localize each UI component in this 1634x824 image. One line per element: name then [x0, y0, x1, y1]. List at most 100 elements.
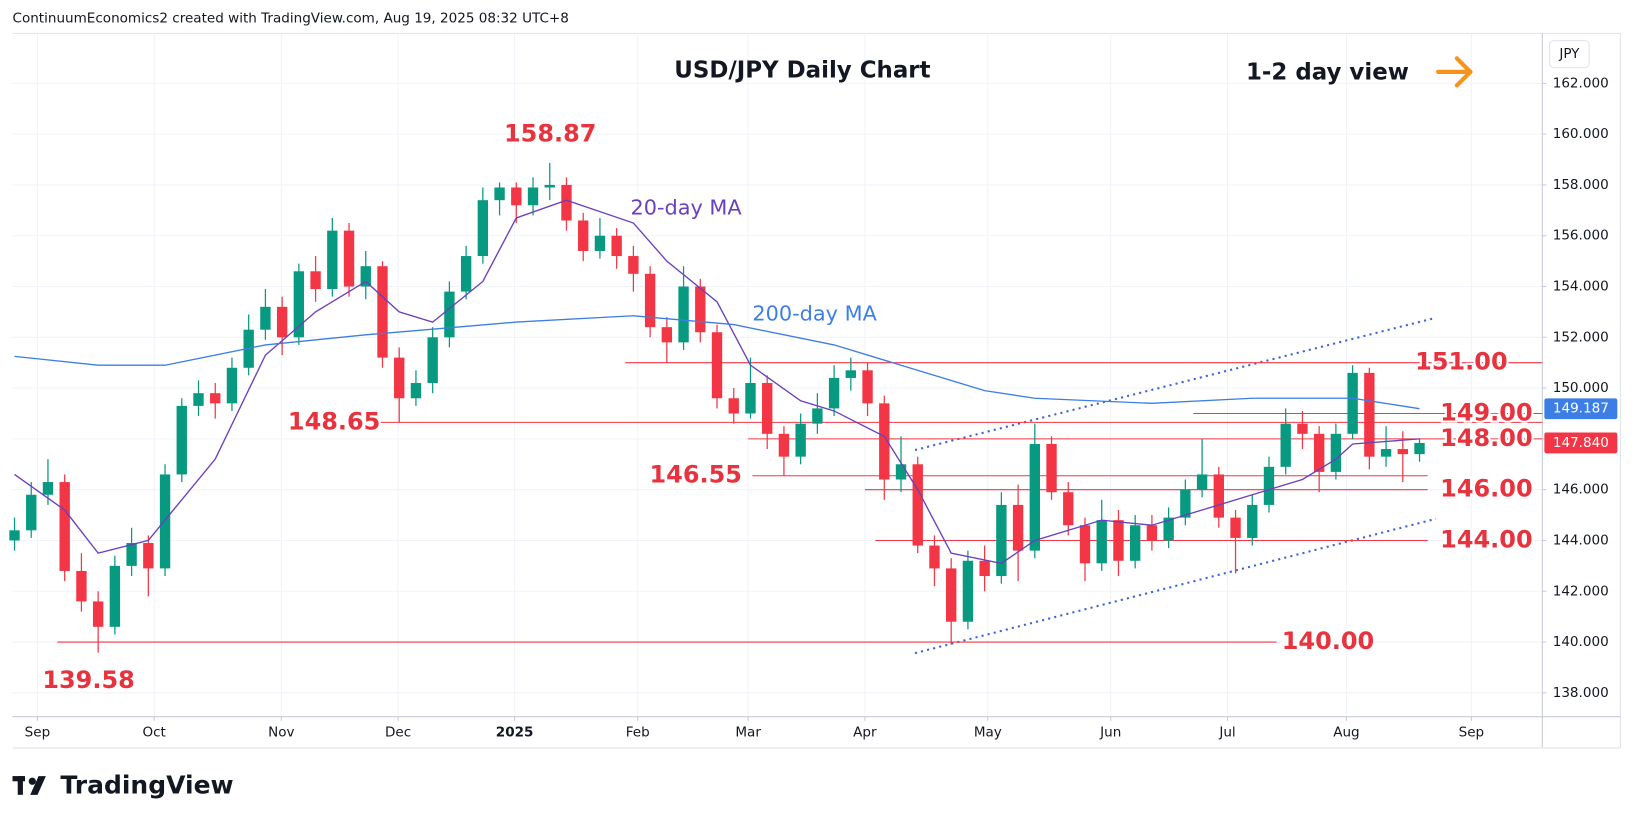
candle-body	[862, 370, 873, 404]
y-tick-label: 154.000	[1553, 279, 1609, 295]
candle-body	[109, 565, 121, 627]
candle-body	[1046, 443, 1057, 493]
candle-body	[360, 266, 371, 287]
candle-body	[444, 291, 455, 338]
candle-body	[410, 383, 422, 399]
candle-body	[661, 327, 673, 343]
price-badge-label: 149.187	[1553, 401, 1609, 417]
candle-body	[1129, 525, 1141, 561]
channel-upper	[914, 316, 1437, 452]
x-tick-label: Feb	[626, 724, 650, 740]
candle-body	[494, 187, 505, 201]
candle-body	[159, 474, 171, 569]
candle-body	[1230, 517, 1241, 538]
series-label: 20-day MA	[630, 195, 742, 219]
candle-body	[628, 256, 639, 274]
candle-body	[578, 220, 589, 251]
x-tick-label: Jun	[1099, 724, 1121, 740]
series-label: 200-day MA	[752, 302, 877, 326]
x-tick-label: Oct	[142, 724, 165, 740]
candle-body	[795, 423, 806, 457]
y-tick-label: 160.000	[1553, 126, 1609, 142]
y-tick-label: 146.000	[1553, 482, 1609, 498]
candle-body	[695, 286, 706, 333]
y-tick-label: 142.000	[1553, 583, 1609, 599]
candle-body	[1096, 520, 1107, 564]
candle-body	[1297, 423, 1308, 434]
currency: JPY	[1558, 46, 1580, 62]
candle-body	[276, 306, 288, 338]
candle-body	[1280, 423, 1291, 467]
candle-body	[845, 370, 857, 378]
candle-body	[644, 273, 656, 328]
y-tick-label: 158.000	[1553, 177, 1609, 193]
x-tick-label: Jul	[1218, 724, 1235, 740]
candle-body	[1012, 504, 1024, 551]
candle-body	[1063, 492, 1074, 526]
candle-body	[594, 235, 606, 251]
candle-body	[544, 184, 555, 188]
y-tick-label: 144.000	[1553, 532, 1609, 548]
candle-body	[979, 560, 990, 577]
x-tick-label: Nov	[268, 724, 294, 740]
logo	[12, 776, 46, 795]
candle-body	[745, 383, 756, 414]
x-tick-label: May	[974, 724, 1002, 740]
candle-body	[1196, 474, 1208, 490]
candle-body	[226, 367, 238, 404]
candle-body	[1146, 525, 1158, 541]
candle-body	[193, 393, 204, 406]
chart-title: USD/JPY Daily Chart	[674, 57, 930, 83]
candle-body	[76, 570, 87, 602]
candle-body	[92, 601, 104, 627]
candle-body	[678, 286, 689, 343]
x-tick-label: 2025	[496, 724, 534, 740]
candle-body	[895, 464, 907, 480]
candle-body	[1347, 372, 1358, 434]
level-label: 149.00	[1440, 398, 1532, 426]
level-label: 151.00	[1415, 348, 1507, 376]
level-label: 144.00	[1440, 525, 1532, 553]
moving-average	[14, 315, 1420, 410]
candle-body	[778, 433, 790, 457]
candle-body	[143, 543, 154, 569]
candle-body	[293, 271, 305, 338]
candle-body	[728, 398, 739, 414]
candle-body	[1330, 433, 1342, 472]
candle-body	[912, 464, 923, 546]
x-tick-label: Sep	[25, 724, 51, 740]
candle-body	[377, 266, 388, 358]
candle-body	[260, 306, 271, 330]
candle-body	[1414, 442, 1425, 455]
candle-body	[1180, 489, 1191, 518]
candle-body	[1163, 517, 1174, 541]
x-tick-label: Mar	[735, 724, 761, 740]
candle-body	[611, 235, 622, 257]
candle-body	[1213, 474, 1224, 518]
x-tick-label: Aug	[1333, 724, 1359, 740]
level-label: 140.00	[1282, 627, 1374, 655]
candle-body	[59, 482, 70, 571]
y-tick-label: 138.000	[1553, 685, 1609, 701]
subtitle: 1-2 day view	[1246, 59, 1409, 85]
x-tick-label: Sep	[1459, 724, 1485, 740]
candle-body	[1113, 520, 1124, 561]
annotation: 158.87	[504, 120, 596, 148]
candle-body	[1029, 443, 1041, 551]
candle-body	[343, 230, 355, 287]
plot	[9, 162, 1543, 653]
candle-body	[26, 494, 37, 531]
candle-body	[1247, 504, 1258, 538]
level-label: 148.00	[1440, 424, 1532, 452]
candle-body	[962, 560, 974, 622]
candle-body	[1380, 449, 1392, 457]
level-label: 146.55	[650, 461, 742, 489]
candle-body	[1263, 466, 1275, 505]
candle-body	[1079, 525, 1091, 564]
candle-body	[929, 545, 940, 569]
candle-body	[1313, 433, 1325, 472]
channel-lower	[914, 517, 1437, 655]
candle-body	[477, 200, 489, 257]
candle-body	[527, 187, 539, 206]
